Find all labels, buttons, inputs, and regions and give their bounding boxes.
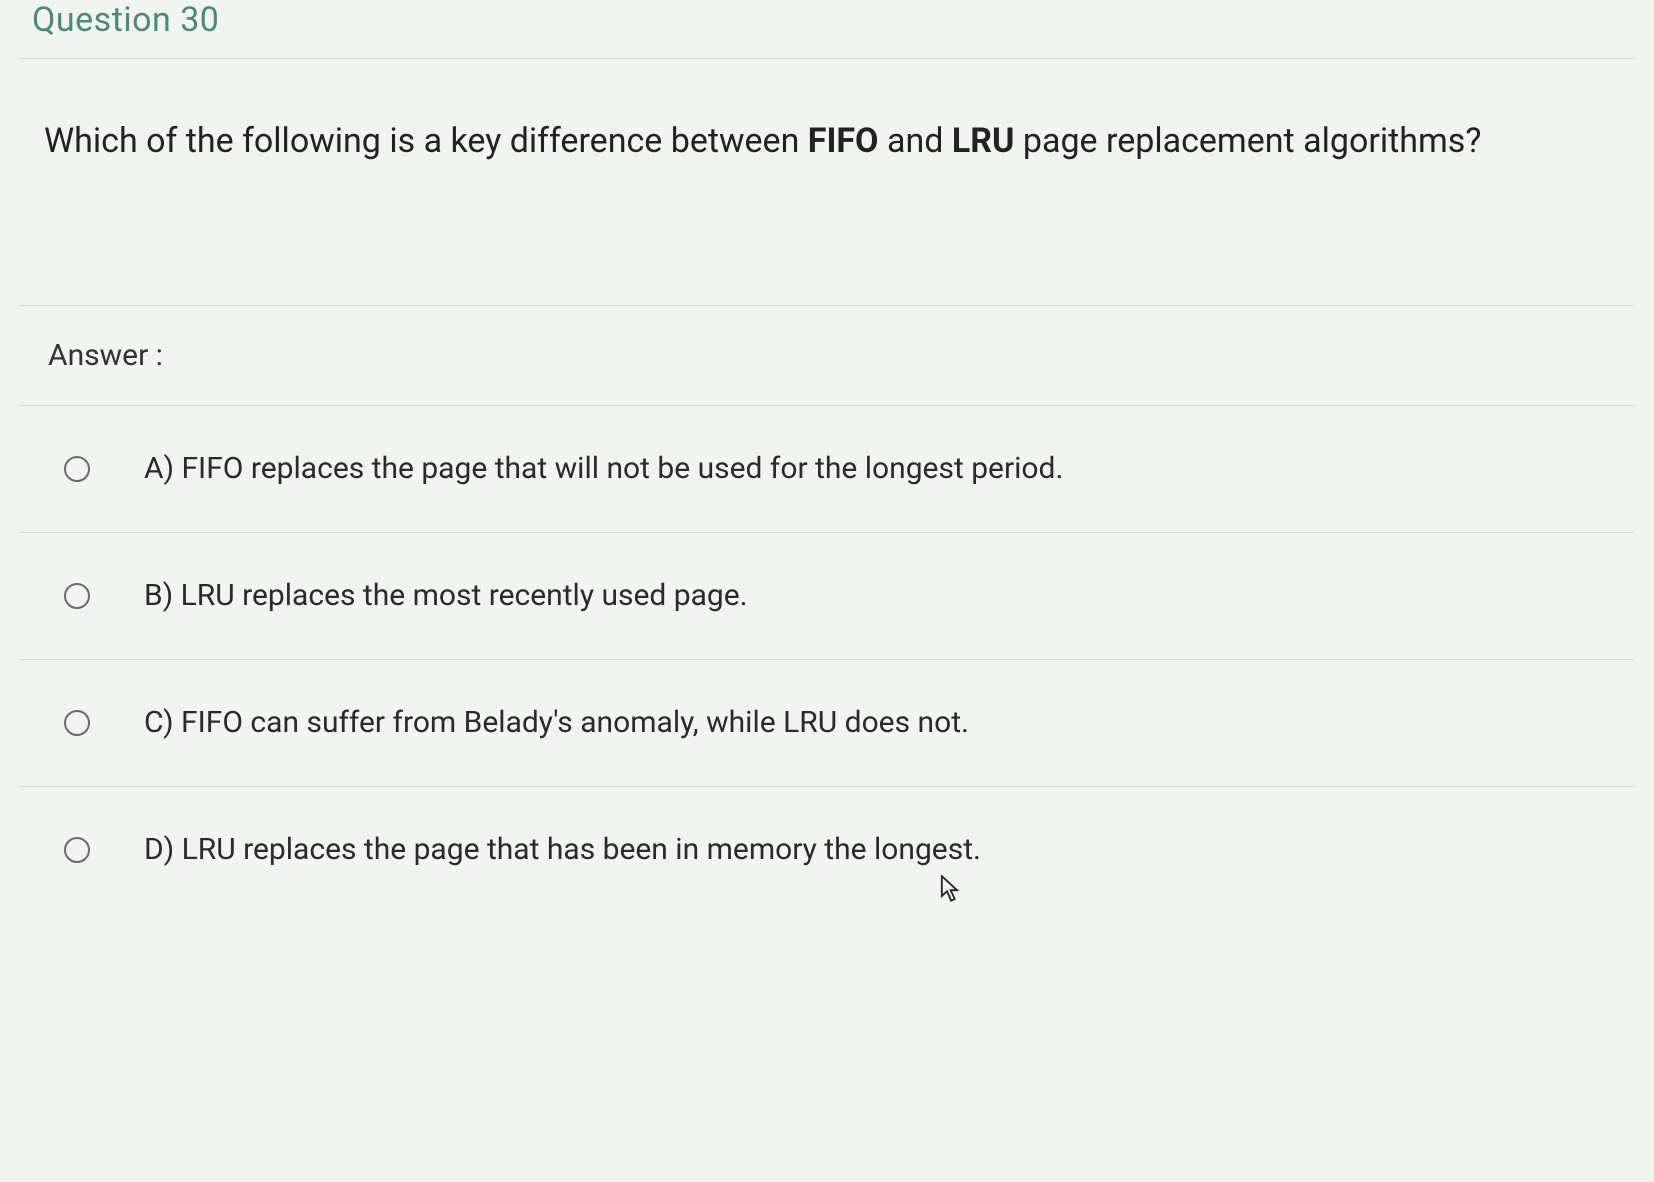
option-d-text: D) LRU replaces the page that has been i…	[144, 829, 981, 871]
question-bold-lru: LRU	[952, 121, 1015, 161]
quiz-page: Question 30 Which of the following is a …	[0, 0, 1654, 1182]
option-a-text: A) FIFO replaces the page that will not …	[144, 448, 1063, 490]
option-b-text: B) LRU replaces the most recently used p…	[144, 575, 748, 617]
radio-icon[interactable]	[64, 456, 90, 482]
question-bold-fifo: FIFO	[808, 121, 879, 161]
answer-label: Answer :	[20, 306, 1634, 406]
radio-icon[interactable]	[64, 837, 90, 863]
question-text-pre: Which of the following is a key differen…	[44, 121, 808, 161]
option-a[interactable]: A) FIFO replaces the page that will not …	[20, 406, 1634, 533]
option-c[interactable]: C) FIFO can suffer from Belady's anomaly…	[20, 660, 1634, 787]
radio-icon[interactable]	[64, 710, 90, 736]
question-number: Question 30	[20, 0, 1634, 58]
option-c-text: C) FIFO can suffer from Belady's anomaly…	[144, 702, 969, 744]
options-container: A) FIFO replaces the page that will not …	[20, 406, 1634, 913]
question-text-mid: and	[879, 121, 952, 161]
question-box: Which of the following is a key differen…	[20, 58, 1634, 913]
question-text: Which of the following is a key differen…	[20, 59, 1634, 306]
question-text-post: page replacement algorithms?	[1014, 121, 1481, 161]
option-d[interactable]: D) LRU replaces the page that has been i…	[20, 787, 1634, 913]
radio-icon[interactable]	[64, 583, 90, 609]
option-b[interactable]: B) LRU replaces the most recently used p…	[20, 533, 1634, 660]
